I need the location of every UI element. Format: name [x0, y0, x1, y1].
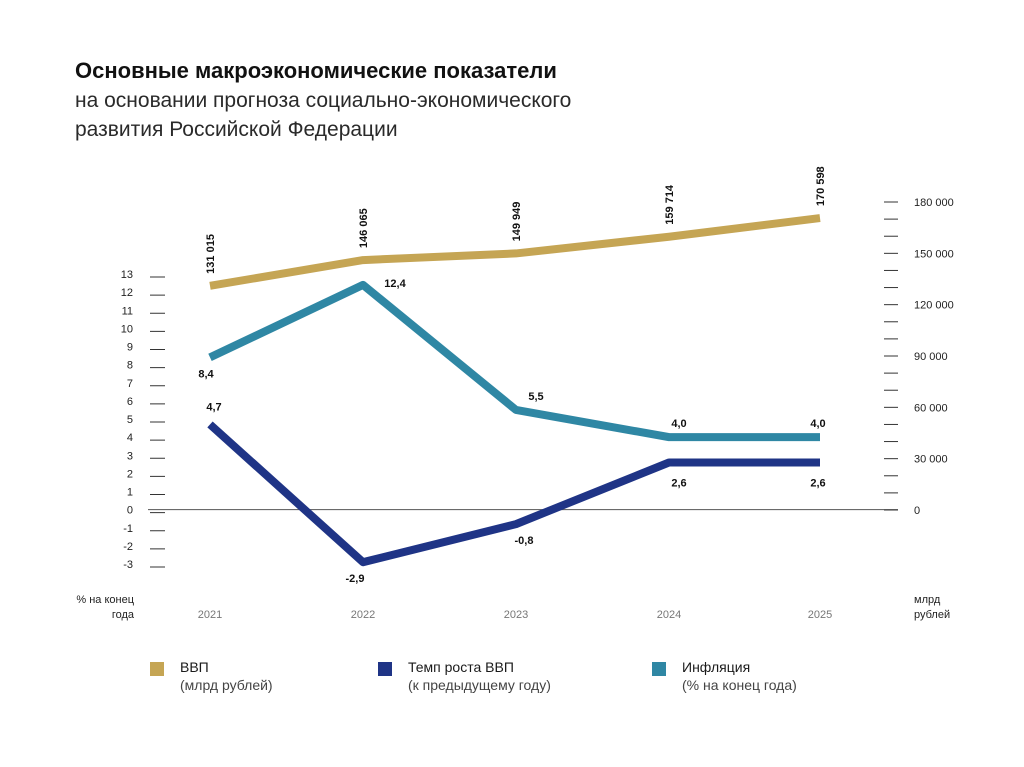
- left-axis-tick-label: 1: [127, 487, 133, 499]
- series-line-inflation: [208, 280, 820, 442]
- legend-item-gdp: ВВП (млрд рублей): [150, 658, 273, 694]
- left-axis-tick-label: 5: [127, 414, 133, 426]
- right-axis-tick-label: 150 000: [914, 248, 954, 260]
- data-label-growth: 4,7: [206, 401, 221, 413]
- data-label-growth: 2,6: [671, 478, 686, 490]
- right-axis-tick-label: 60 000: [914, 402, 948, 414]
- legend-label-inflation: Инфляция: [682, 659, 751, 675]
- data-label-growth: 2,6: [810, 478, 825, 490]
- series-line-growth: [207, 421, 820, 567]
- legend-label-gdp: ВВП: [180, 659, 209, 675]
- left-axis-tick-label: -1: [123, 523, 133, 535]
- right-axis-unit-label: млрд: [914, 594, 941, 606]
- left-axis-tick-label: 10: [121, 323, 133, 335]
- series-line-gdp: [209, 214, 821, 290]
- data-label-inflation: 5,5: [528, 391, 543, 403]
- chart-title: Основные макроэкономические показатели: [75, 58, 557, 83]
- left-axis-tick-label: -2: [123, 541, 133, 553]
- data-label-gdp: 146 065: [358, 208, 370, 248]
- left-axis-tick-label: 12: [121, 287, 133, 299]
- data-label-gdp: 170 598: [815, 166, 827, 206]
- left-axis-tick-label: 4: [127, 432, 133, 444]
- x-axis-year-label: 2023: [504, 609, 528, 621]
- legend-swatch-gdp: [150, 662, 164, 676]
- left-axis-tick-label: 13: [121, 269, 133, 281]
- chart-subtitle: на основании прогноза социально-экономич…: [75, 89, 572, 141]
- left-axis-unit-label: года: [112, 609, 135, 621]
- legend-item-growth: Темп роста ВВП (к предыдущему году): [378, 658, 551, 694]
- left-axis-tick-label: 7: [127, 378, 133, 390]
- title-block: Основные макроэкономические показатели н…: [75, 56, 835, 144]
- left-axis-tick-label: 9: [127, 342, 133, 354]
- data-label-gdp: 131 015: [205, 234, 217, 274]
- right-axis-tick-label: 0: [914, 505, 920, 517]
- right-axis-tick-label: 120 000: [914, 300, 954, 312]
- right-axis-tick-label: 30 000: [914, 454, 948, 466]
- legend: ВВП (млрд рублей) Темп роста ВВП (к пред…: [0, 658, 1024, 718]
- left-axis-unit-label: % на конец: [76, 594, 134, 606]
- left-axis-tick-label: 0: [127, 505, 133, 517]
- right-axis-unit-label: рублей: [914, 609, 950, 621]
- left-axis-tick-label: 11: [122, 305, 133, 317]
- data-label-inflation: 4,0: [671, 418, 686, 430]
- data-label-growth: -2,9: [346, 573, 365, 585]
- legend-note-growth: (к предыдущему году): [408, 677, 551, 693]
- x-axis-year-label: 2025: [808, 609, 832, 621]
- left-axis-tick-label: 6: [127, 396, 133, 408]
- left-axis-tick-label: 3: [127, 450, 133, 462]
- legend-label-growth: Темп роста ВВП: [408, 659, 514, 675]
- data-label-gdp: 149 949: [511, 202, 523, 242]
- x-axis-year-label: 2021: [198, 609, 222, 621]
- data-label-inflation: 12,4: [384, 278, 406, 290]
- legend-swatch-inflation: [652, 662, 666, 676]
- legend-note-gdp: (млрд рублей): [180, 677, 273, 693]
- legend-note-inflation: (% на конец года): [682, 677, 797, 693]
- data-label-growth: -0,8: [515, 535, 534, 547]
- left-axis-tick-label: 2: [127, 468, 133, 480]
- data-label-gdp: 159 714: [664, 184, 676, 225]
- left-axis-tick-label: 8: [127, 360, 133, 372]
- data-label-inflation: 4,0: [810, 418, 825, 430]
- x-axis-year-label: 2022: [351, 609, 375, 621]
- left-axis-tick-label: -3: [123, 559, 133, 571]
- legend-item-inflation: Инфляция (% на конец года): [652, 658, 797, 694]
- legend-swatch-growth: [378, 662, 392, 676]
- x-axis-year-label: 2024: [657, 609, 681, 621]
- right-axis-tick-label: 180 000: [914, 197, 954, 209]
- data-label-inflation: 8,4: [198, 368, 214, 380]
- right-axis-tick-label: 90 000: [914, 351, 948, 363]
